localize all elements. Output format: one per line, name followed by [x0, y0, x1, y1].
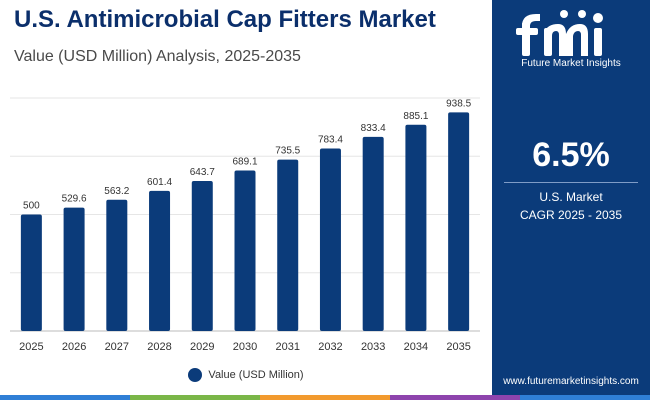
stripe-segment — [390, 395, 520, 400]
x-tick-label: 2027 — [105, 341, 129, 353]
logo-text: Future Market Insights — [521, 58, 621, 69]
summary-panel: Future Market Insights 6.5% U.S. Market … — [492, 0, 650, 400]
cagr-value: 6.5% — [532, 136, 610, 174]
legend-marker-icon — [188, 368, 203, 382]
stripe-segment — [0, 395, 130, 400]
data-label: 689.1 — [232, 156, 257, 167]
stripe-segment — [520, 395, 650, 400]
divider — [504, 182, 638, 183]
x-tick-label: 2034 — [404, 341, 428, 353]
bar-2035 — [448, 112, 470, 331]
bar-2027 — [106, 199, 128, 331]
x-tick-label: 2033 — [361, 341, 385, 353]
bar-2030 — [234, 170, 256, 331]
bar-2032 — [319, 148, 341, 331]
x-tick-label: 2026 — [62, 341, 86, 353]
x-tick-label: 2029 — [190, 341, 214, 353]
data-label: 500 — [23, 201, 40, 212]
bar-2025 — [20, 214, 42, 331]
bottom-color-stripe — [0, 395, 650, 400]
bar-2026 — [63, 207, 85, 331]
x-tick-label: 2025 — [19, 341, 43, 353]
stripe-segment — [130, 395, 260, 400]
data-label: 783.4 — [318, 134, 343, 145]
chart-subtitle: Value (USD Million) Analysis, 2025-2035 — [14, 48, 301, 65]
cagr-market-label: U.S. Market — [539, 190, 603, 204]
data-label: 529.6 — [62, 194, 87, 205]
chart-area: U.S. Antimicrobial Cap Fitters Market Va… — [0, 6, 492, 382]
data-label: 563.2 — [104, 186, 129, 197]
data-label: 601.4 — [147, 177, 172, 188]
chart-legend: Value (USD Million) — [0, 368, 492, 382]
website-link[interactable]: www.futuremarketinsights.com — [503, 376, 639, 387]
bar-chart: 500 2025 529.6 2026 563.2 2027 601.4 2028 643.7 2… — [10, 97, 480, 353]
chart-title: U.S. Antimicrobial Cap Fitters Market — [14, 6, 436, 33]
x-tick-label: 2032 — [318, 341, 342, 353]
data-label: 938.5 — [446, 98, 471, 109]
data-label: 735.5 — [275, 146, 300, 157]
fmi-logo-icon — [516, 10, 603, 56]
data-label: 833.4 — [361, 123, 386, 134]
bar-2028 — [149, 190, 171, 331]
x-tick-label: 2035 — [446, 341, 470, 353]
stripe-segment — [260, 395, 390, 400]
data-label: 643.7 — [190, 167, 215, 178]
x-tick-label: 2030 — [233, 341, 257, 353]
bar-2034 — [405, 124, 427, 331]
data-label: 885.1 — [403, 111, 428, 122]
bar-2029 — [191, 181, 213, 331]
cagr-period-label: CAGR 2025 - 2035 — [519, 208, 623, 222]
legend-label: Value (USD Million) — [208, 369, 304, 381]
x-tick-label: 2031 — [275, 341, 299, 353]
x-tick-label: 2028 — [147, 341, 171, 353]
bar-2033 — [362, 136, 384, 331]
bar-2031 — [277, 159, 299, 331]
